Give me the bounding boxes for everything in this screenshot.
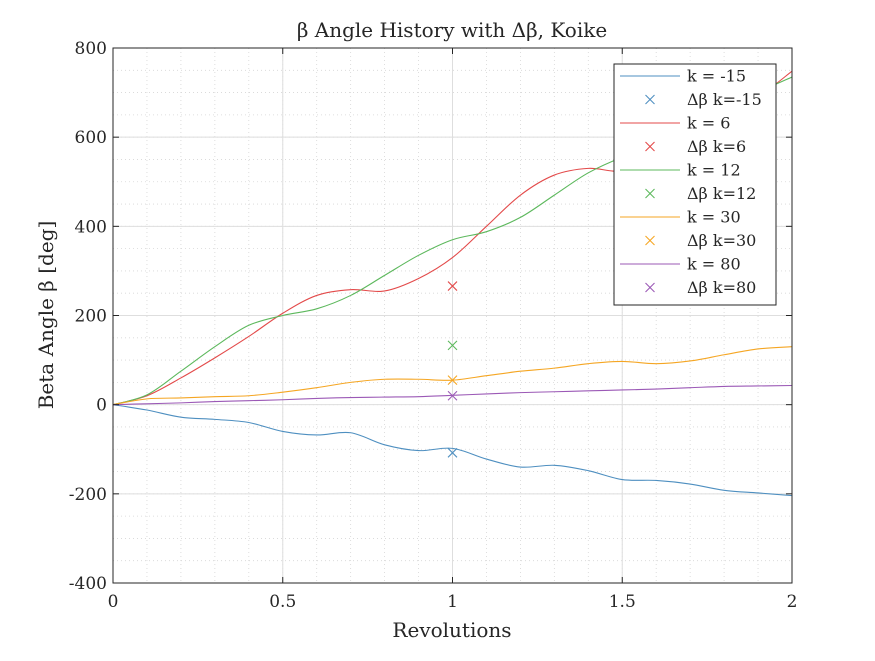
legend-label: k = -15 bbox=[687, 67, 746, 86]
legend: k = -15 Δβ k=-15 k = 6 Δβ k=6 k = 12 Δβ k=12 k… bbox=[613, 63, 777, 306]
chart-title: β Angle History with Δβ, Koike bbox=[297, 18, 607, 42]
y-tick-label: -400 bbox=[69, 574, 107, 594]
delta-marker-k-80 bbox=[447, 390, 458, 401]
y-tick-label: 600 bbox=[75, 128, 107, 148]
legend-marker-sample-stroke-b bbox=[645, 282, 655, 293]
legend-marker-sample-stroke-b bbox=[645, 188, 655, 199]
legend-label: Δβ k=80 bbox=[687, 278, 756, 297]
legend-marker-sample-stroke-b bbox=[645, 235, 655, 246]
tick-layer: 0 0.5 1 1.5 2 -400 -200 0 200 400 600 800 bbox=[69, 39, 798, 612]
series-line-k-15 bbox=[113, 404, 792, 497]
delta-marker-k-30 bbox=[447, 375, 458, 386]
x-axis-title: Revolutions bbox=[392, 618, 511, 642]
y-tick-label: -200 bbox=[69, 485, 107, 505]
legend-label: k = 6 bbox=[687, 114, 730, 133]
delta-marker-k-15 bbox=[447, 447, 458, 458]
y-tick-label: 400 bbox=[75, 217, 107, 237]
delta-marker-k-15-stroke-b bbox=[447, 447, 458, 458]
x-tick-label: 0.5 bbox=[269, 592, 296, 612]
delta-marker-k-6 bbox=[447, 281, 458, 291]
legend-label: k = 30 bbox=[687, 208, 741, 227]
legend-marker-sample bbox=[645, 235, 655, 246]
x-tick-label: 1.5 bbox=[609, 592, 636, 612]
legend-label: Δβ k=6 bbox=[687, 137, 746, 156]
legend-box bbox=[613, 63, 777, 306]
legend-label: Δβ k=-15 bbox=[687, 90, 762, 109]
legend-marker-sample bbox=[645, 188, 655, 199]
delta-marker-k-30-stroke-b bbox=[447, 375, 458, 386]
legend-marker-sample-stroke-b bbox=[645, 141, 655, 152]
legend-label: k = 12 bbox=[687, 161, 741, 180]
legend-label: Δβ k=30 bbox=[687, 231, 756, 250]
x-tick-label: 0 bbox=[108, 592, 119, 612]
y-tick-label: 800 bbox=[75, 39, 107, 59]
delta-marker-k-12-stroke-b bbox=[447, 340, 458, 351]
legend-label: k = 80 bbox=[687, 255, 741, 274]
y-axis-title: Beta Angle β [deg] bbox=[34, 221, 58, 410]
delta-marker-k-80-stroke-b bbox=[447, 390, 458, 401]
x-tick-label: 2 bbox=[787, 592, 798, 612]
legend-marker-sample bbox=[645, 282, 655, 293]
y-tick-label: 200 bbox=[75, 307, 107, 327]
delta-marker-k-6-stroke-b bbox=[447, 281, 458, 291]
legend-marker-sample bbox=[645, 94, 655, 105]
legend-marker-sample-stroke-b bbox=[645, 94, 655, 105]
x-tick-label: 1 bbox=[447, 592, 458, 612]
delta-marker-k-12 bbox=[447, 340, 458, 351]
legend-marker-sample bbox=[645, 141, 655, 152]
y-tick-label: 0 bbox=[96, 396, 107, 416]
legend-label: Δβ k=12 bbox=[687, 184, 756, 203]
